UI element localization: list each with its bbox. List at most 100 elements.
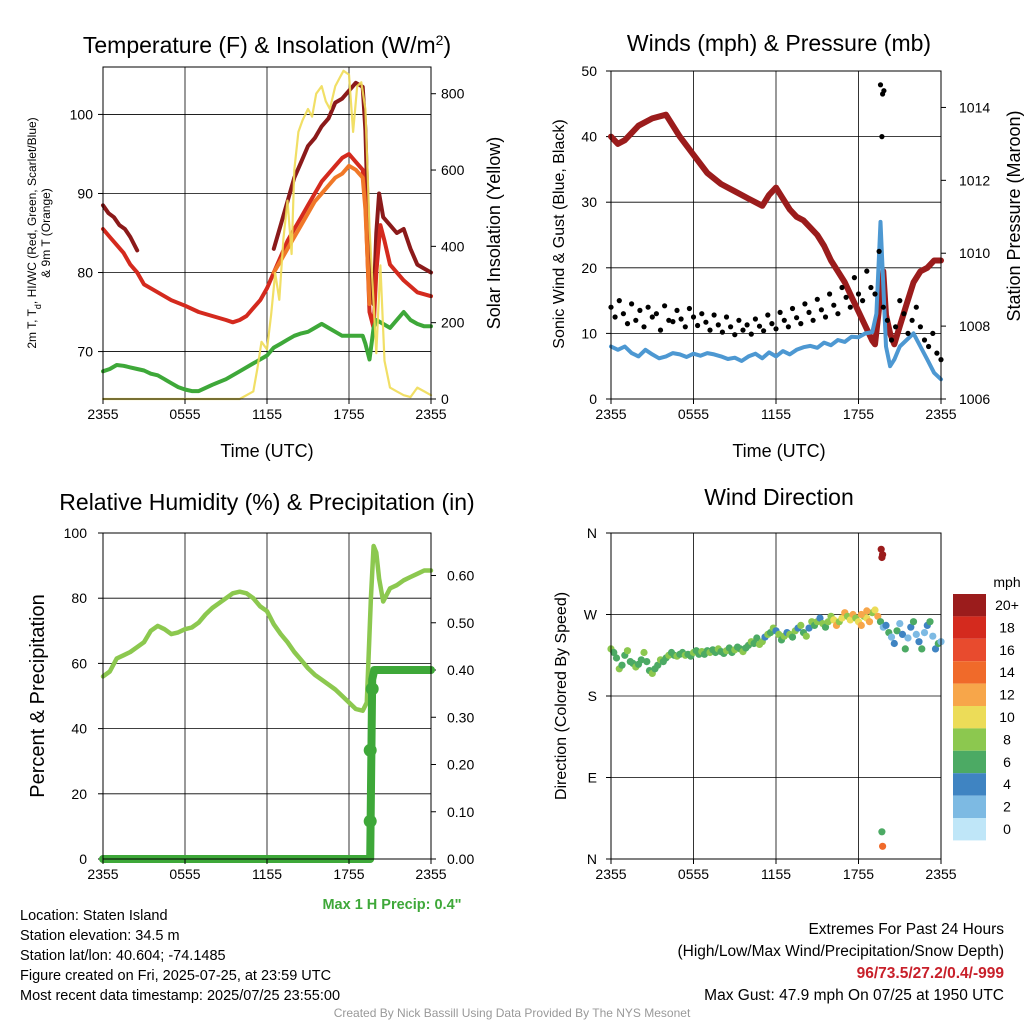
series-dot-2-2 <box>612 314 618 320</box>
legend-swatch <box>953 661 986 684</box>
direction-point <box>857 610 865 619</box>
direction-point <box>877 545 885 553</box>
x-tick-label-3: 2355 <box>87 866 118 882</box>
y-tick-label-4: S <box>588 688 597 704</box>
y-tick-label-3: 40 <box>71 721 87 737</box>
series-dot-2-2 <box>616 298 622 304</box>
direction-point <box>882 621 890 630</box>
x-tick-label-2: 1155 <box>761 406 791 422</box>
direction-point <box>618 661 626 669</box>
direction-point <box>788 633 797 641</box>
series-dot-2-2 <box>785 324 792 330</box>
y2-tick-label-1: 400 <box>441 238 465 254</box>
series-dot-2-2 <box>880 304 886 310</box>
direction-point <box>863 607 871 615</box>
y2-tick-label-3: 0.20 <box>447 757 474 773</box>
panel1-xlabel: Time (UTC) <box>220 441 313 461</box>
direction-point <box>904 634 912 642</box>
x-tick-label-1: 2355 <box>415 406 446 422</box>
series-dot-2-2 <box>879 134 885 140</box>
created-text: Figure created on Fri, 2025-07-25, at 23… <box>20 968 332 984</box>
y-tick-label-4: E <box>588 770 597 786</box>
y2-tick-label-3: 0.50 <box>447 615 474 631</box>
direction-point <box>926 618 934 626</box>
direction-point <box>874 612 882 620</box>
legend-label: 12 <box>999 687 1015 703</box>
series-dot-2-2 <box>888 337 895 343</box>
series-dot-2-2 <box>827 291 833 297</box>
series-dot-2-2 <box>645 304 651 310</box>
panel1-title: Temperature (F) & Insolation (W/m2) <box>83 32 451 58</box>
x-tick-label-1: 0555 <box>169 406 200 422</box>
elevation-text: Station elevation: 34.5 m <box>20 928 180 944</box>
x-tick-label-4: 1155 <box>761 866 791 882</box>
direction-point <box>805 624 813 632</box>
y-tick-label-2: 20 <box>581 260 597 276</box>
y-tick-label-3: 0 <box>79 851 87 867</box>
extremes-subtitle: (High/Low/Max Wind/Precipitation/Snow De… <box>677 943 1005 960</box>
x-tick-label-2: 2355 <box>925 406 956 422</box>
direction-point <box>896 620 904 628</box>
series-dot-2-2 <box>835 311 841 317</box>
legend-swatch <box>953 728 986 751</box>
series-dot-2-2 <box>633 317 639 323</box>
direction-point <box>890 639 898 648</box>
panel1-ylabel-right: Solar Insolation (Yellow) <box>484 137 504 329</box>
series-dot-2-2 <box>934 350 940 356</box>
y-tick-label-3: 80 <box>71 590 87 606</box>
direction-point <box>871 606 879 614</box>
direction-point <box>909 618 918 626</box>
legend-label: 10 <box>999 709 1015 725</box>
direction-point <box>876 618 885 626</box>
y-tick-label-2: 0 <box>589 391 597 407</box>
direction-point <box>920 629 929 637</box>
series-dot-2-2 <box>798 321 804 327</box>
y2-tick-label-1: 200 <box>441 315 465 331</box>
series-dot-2-2 <box>901 311 907 317</box>
direction-point <box>915 638 923 646</box>
panel4-ylabel: Direction (Colored By Speed) <box>553 592 570 800</box>
series-line-3-0 <box>100 543 434 713</box>
direction-point <box>879 842 887 850</box>
legend-label: 6 <box>1003 754 1011 770</box>
x-tick-label-1: 1755 <box>333 406 364 422</box>
series-line-2-0 <box>608 111 944 348</box>
series-dot-2-2 <box>773 326 779 332</box>
precip-annotation: Max 1 H Precip: 0.4" <box>322 897 461 913</box>
series-dot-2-2 <box>909 317 915 323</box>
station-info: Location: Staten Island Station elevatio… <box>20 906 340 1006</box>
series-dot-2-2 <box>860 298 866 304</box>
y2-tick-label-2: 1014 <box>959 99 990 115</box>
legend-swatch <box>953 638 986 662</box>
max-gust-text: Max Gust: 47.9 mph On 07/25 at 1950 UTC <box>704 987 1004 1004</box>
direction-point <box>918 645 926 653</box>
x-tick-label-2: 2355 <box>595 406 626 422</box>
y-tick-label-2: 10 <box>581 325 597 341</box>
y2-tick-label-3: 0.40 <box>447 662 474 678</box>
series-dot-2-2 <box>624 321 631 327</box>
series-line-1-2 <box>271 163 372 307</box>
series-dot-2-2 <box>872 291 878 297</box>
series-dot-2-2 <box>695 322 701 329</box>
x-tick-label-4: 2355 <box>595 866 626 882</box>
series-dot-2-2 <box>670 319 676 325</box>
legend-label: 8 <box>1003 731 1011 747</box>
direction-point <box>912 630 920 639</box>
direction-point <box>643 658 651 666</box>
panel2-ylabel-right: Station Pressure (Maroon) <box>1004 110 1024 321</box>
series-dot-2-2 <box>752 316 759 322</box>
series-dot-2-2 <box>657 327 664 333</box>
y-tick-label-4: N <box>587 525 597 541</box>
legend-label: 16 <box>999 642 1015 658</box>
y2-tick-label-2: 1010 <box>959 245 990 261</box>
series-dot-2-2 <box>732 332 738 338</box>
direction-point <box>838 614 846 622</box>
series-dot-2-2 <box>699 311 705 317</box>
y-tick-label-4: N <box>587 851 597 867</box>
series-dot-2-2 <box>794 315 800 321</box>
recent-text: Most recent data timestamp: 2025/07/25 2… <box>20 988 341 1004</box>
panel2-xlabel: Time (UTC) <box>732 441 825 461</box>
x-tick-label-4: 1755 <box>843 866 874 882</box>
y-tick-label-1: 80 <box>77 265 93 281</box>
x-tick-label-1: 1155 <box>252 406 282 422</box>
